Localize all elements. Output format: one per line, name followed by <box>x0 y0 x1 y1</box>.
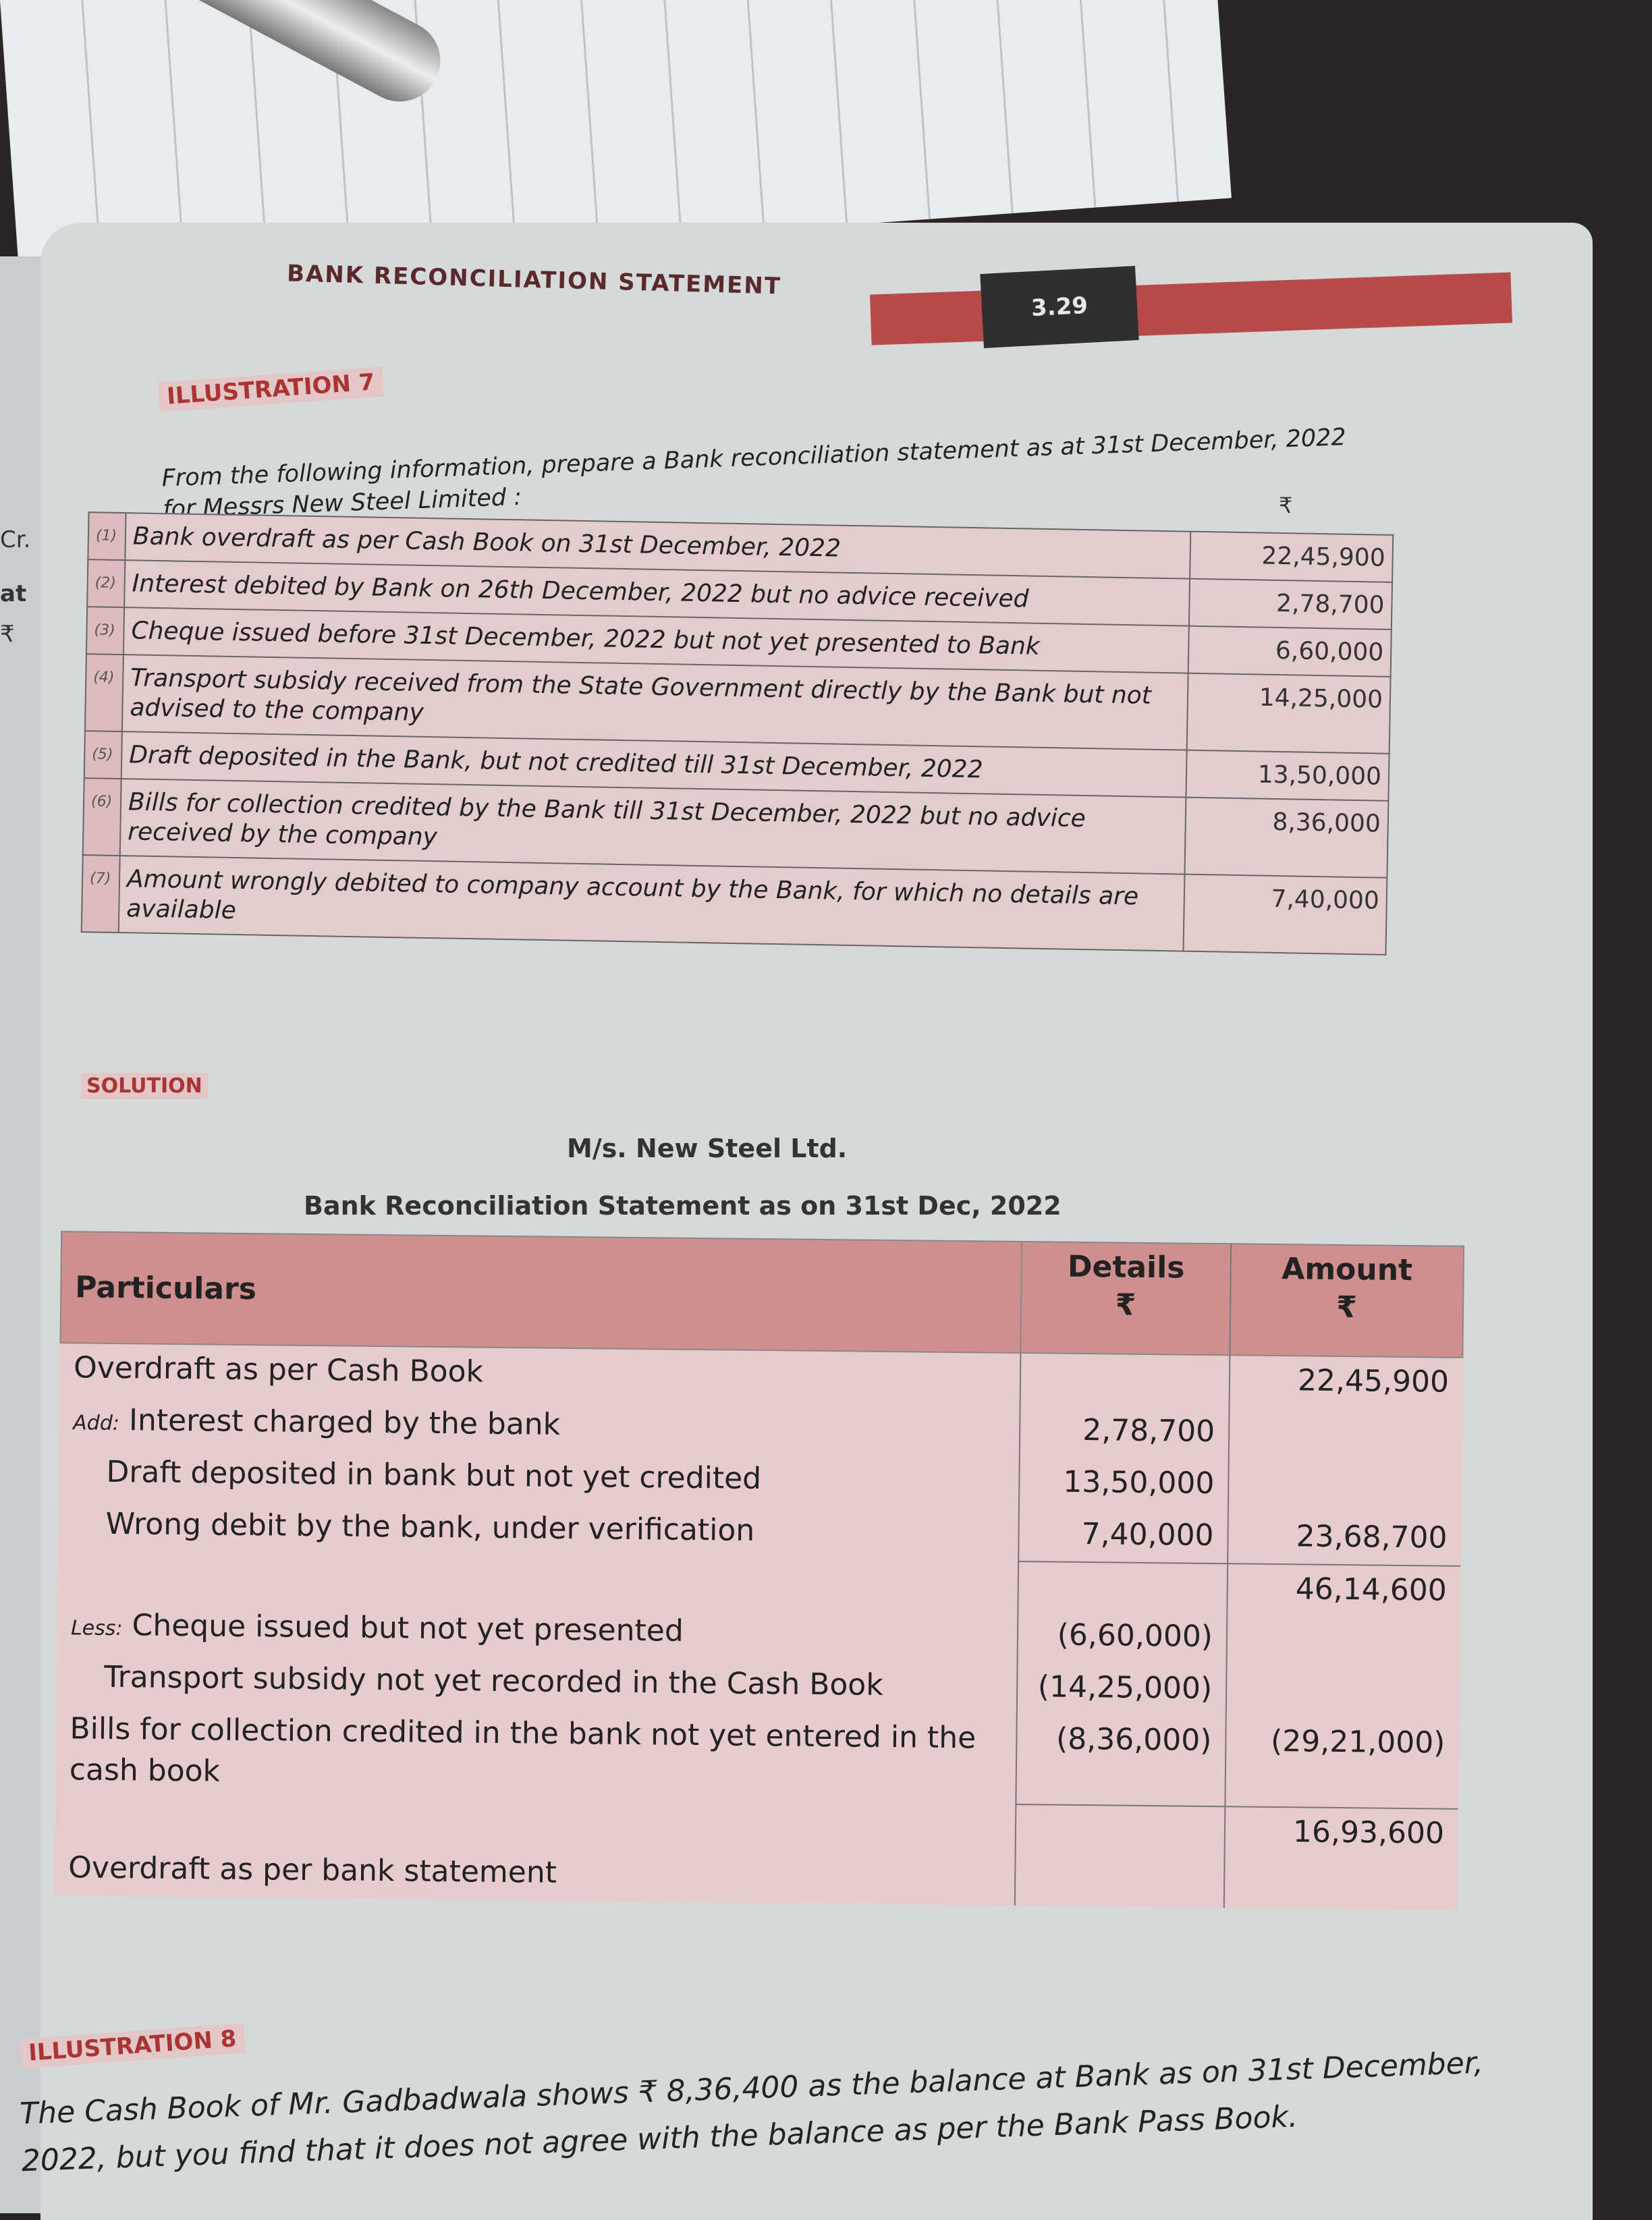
header-particulars: Particulars <box>60 1231 1022 1353</box>
table-row: Bills for collection credited in the ban… <box>55 1704 1458 1809</box>
particulars-cell: Wrong debit by the bank, under verificat… <box>58 1499 1019 1561</box>
amount-cell: (29,21,000) <box>1225 1717 1458 1809</box>
details-cell <box>1018 1561 1228 1613</box>
particulars-cell: Overdraft as per bank statement <box>55 1843 1016 1906</box>
item-number: (1) <box>88 512 126 560</box>
particulars-cell: Draft deposited in bank but not yet cred… <box>59 1447 1020 1509</box>
amount-cell <box>1224 1856 1458 1910</box>
item-number: (3) <box>86 607 124 655</box>
particulars-cell: Overdraft as per Cash Book <box>60 1343 1021 1406</box>
statement-title: Bank Reconciliation Statement as on 31st… <box>304 1191 1062 1221</box>
details-cell <box>1020 1353 1230 1408</box>
row-text: Cheque issued but not yet presented <box>132 1608 684 1648</box>
details-cell <box>1016 1804 1226 1856</box>
amount-cell: 16,93,600 <box>1225 1806 1458 1858</box>
item-amount: 2,78,700 <box>1189 579 1392 630</box>
item-amount: 6,60,000 <box>1188 626 1392 677</box>
given-information-table: (1) Bank overdraft as per Cash Book on 3… <box>81 511 1394 955</box>
particulars-cell: Bills for collection credited in the ban… <box>55 1704 1016 1804</box>
particulars-cell: Add: Interest charged by the bank <box>59 1395 1020 1458</box>
amount-currency: ₹ <box>1336 1290 1357 1325</box>
amount-cell: 46,14,600 <box>1227 1563 1460 1615</box>
details-label: Details <box>1068 1250 1185 1285</box>
row-text: Interest charged by the bank <box>129 1403 561 1442</box>
details-cell: (8,36,000) <box>1016 1715 1226 1806</box>
details-cell: 13,50,000 <box>1019 1458 1229 1511</box>
row-prefix: Add: <box>73 1411 119 1435</box>
amount-label: Amount <box>1282 1252 1412 1287</box>
details-cell: 7,40,000 <box>1018 1509 1228 1563</box>
header-amount: Amount₹ <box>1230 1244 1464 1358</box>
item-amount: 7,40,000 <box>1183 875 1387 955</box>
item-amount: 14,25,000 <box>1187 673 1391 754</box>
reconciliation-table: Particulars Details₹ Amount₹ Overdraft a… <box>54 1231 1464 1910</box>
row-text: Wrong debit by the bank, under verificat… <box>105 1507 754 1548</box>
row-text: Overdraft as per bank statement <box>68 1850 557 1890</box>
amount-cell: 22,45,900 <box>1230 1355 1463 1410</box>
particulars-cell: Less: Cheque issued but not yet presente… <box>57 1601 1018 1663</box>
row-text: Transport subsidy not yet recorded in th… <box>104 1660 883 1702</box>
item-amount: 22,45,900 <box>1190 532 1393 582</box>
row-text: Overdraft as per Cash Book <box>74 1350 483 1389</box>
item-number: (2) <box>87 559 125 607</box>
header-band <box>870 272 1512 345</box>
illustration-7-intro: From the following information, prepare … <box>161 421 1377 526</box>
particulars-cell: Transport subsidy not yet recorded in th… <box>57 1653 1018 1715</box>
company-name: M/s. New Steel Ltd. <box>567 1134 847 1163</box>
row-text: Draft deposited in bank but not yet cred… <box>106 1455 761 1496</box>
item-amount: 13,50,000 <box>1186 750 1389 801</box>
header-details: Details₹ <box>1020 1242 1231 1355</box>
page-number: 3.29 <box>980 266 1138 348</box>
currency-symbol: ₹ <box>1279 493 1292 518</box>
item-number: (5) <box>84 731 122 779</box>
item-number: (7) <box>82 855 120 933</box>
details-cell: (6,60,000) <box>1018 1611 1228 1665</box>
amount-cell: 23,68,700 <box>1228 1511 1461 1566</box>
chapter-header: BANK RECONCILIATION STATEMENT <box>287 260 782 300</box>
item-amount: 8,36,000 <box>1184 798 1388 878</box>
illustration-7-label: ILLUSTRATION 7 <box>158 366 384 412</box>
details-currency: ₹ <box>1116 1288 1136 1323</box>
amount-cell <box>1226 1665 1460 1719</box>
amount-cell <box>1227 1613 1460 1667</box>
details-cell <box>1015 1854 1225 1908</box>
illustration-8-label: ILLUSTRATION 8 <box>20 2023 246 2068</box>
details-cell: (14,25,000) <box>1017 1663 1227 1717</box>
row-prefix: Less: <box>71 1616 123 1640</box>
amount-cell <box>1228 1460 1462 1514</box>
item-number: (6) <box>83 778 121 856</box>
item-number: (4) <box>85 654 123 731</box>
table-header: Particulars Details₹ Amount₹ <box>60 1231 1464 1358</box>
illustration-8-text: The Cash Book of Mr. Gadbadwala shows ₹ … <box>19 2039 1506 2186</box>
solution-label: SOLUTION <box>81 1073 208 1099</box>
amount-cell <box>1229 1408 1462 1462</box>
details-cell: 2,78,700 <box>1020 1406 1230 1460</box>
row-text: Bills for collection credited in the ban… <box>70 1711 976 1788</box>
